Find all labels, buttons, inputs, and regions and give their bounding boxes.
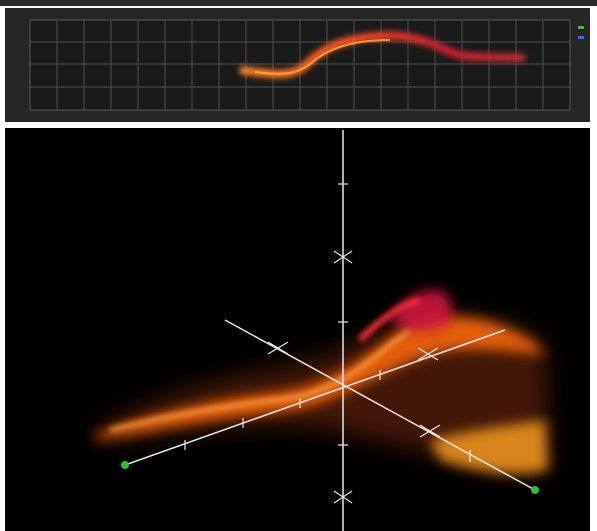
overview-panel	[5, 8, 590, 122]
screenshot	[0, 0, 597, 531]
scatter-view	[5, 128, 590, 531]
axis-endpoint	[531, 486, 539, 494]
overview-indicator	[578, 36, 584, 39]
overview-indicator	[578, 26, 584, 29]
axis-endpoint	[121, 461, 129, 469]
title-strip	[0, 0, 597, 6]
